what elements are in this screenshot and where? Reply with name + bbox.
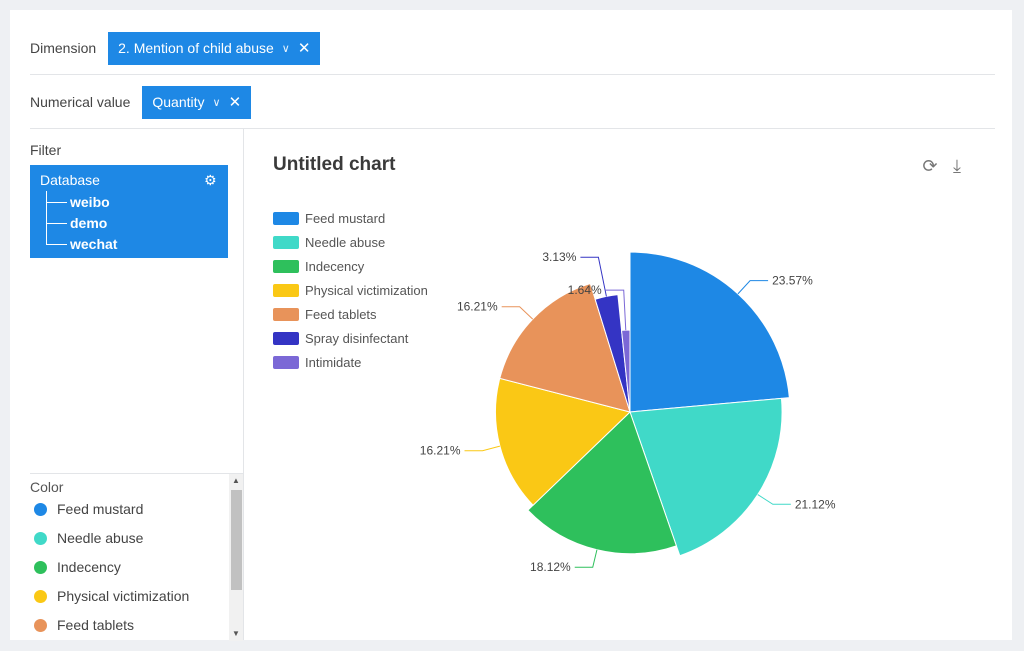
pie-data-label: 3.13% [542, 250, 576, 264]
legend-label: Spray disinfectant [305, 331, 409, 346]
legend-label: Feed mustard [305, 211, 386, 226]
pie-data-label: 23.57% [772, 274, 813, 288]
numerical-label: Numerical value [30, 94, 131, 110]
color-item[interactable]: Needle abuse [34, 530, 143, 546]
pie-slice[interactable] [629, 251, 790, 413]
legend-item[interactable]: Indecency [273, 259, 364, 274]
numerical-chip[interactable]: Quantity ∨ ✕ [142, 85, 252, 119]
chart-title: Untitled chart [273, 154, 396, 175]
chart-area: Untitled chart ⟳ ⤓ Feed mustard Needle ab… [244, 128, 995, 640]
pie-chart: 23.57% 21.12% 18.12% 16.21% 16.21% 3.13% 1.64% [420, 250, 836, 574]
pie-slice[interactable] [621, 329, 631, 413]
pie-slice[interactable] [594, 294, 631, 413]
legend-item[interactable]: Physical victimization [273, 283, 428, 298]
filter-tree[interactable]: Database ⚙ weibo demo wechat [30, 165, 228, 258]
filter-label: Filter [30, 142, 62, 158]
numerical-row: Numerical value Quantity ∨ ✕ [30, 76, 995, 129]
pie-data-label: 21.12% [795, 497, 836, 511]
legend-swatch [273, 212, 299, 225]
chevron-down-icon[interactable]: ∨ [212, 96, 221, 109]
color-dot [34, 502, 47, 516]
legend-item[interactable]: Feed mustard [273, 211, 385, 226]
pie-slice[interactable] [499, 282, 631, 413]
pie-leader-line [464, 445, 501, 452]
legend-label: Physical victimization [305, 283, 428, 298]
legend-swatch [273, 260, 299, 273]
dimension-row: Dimension 2. Mention of child abuse ∨ ✕ [30, 22, 995, 75]
tree-item-weibo[interactable]: weibo [46, 194, 110, 210]
legend-item[interactable]: Feed tablets [273, 307, 377, 322]
refresh-icon[interactable]: ⟳ [922, 156, 938, 176]
color-dot [34, 618, 47, 632]
pie-data-label: 1.64% [568, 283, 602, 297]
chevron-down-icon[interactable]: ∨ [281, 42, 290, 55]
tree-item-wechat[interactable]: wechat [46, 236, 117, 252]
pie-leader-line [605, 289, 627, 331]
color-panel: Color Feed mustard Needle abuse Indecenc… [30, 473, 243, 641]
legend-swatch [273, 236, 299, 249]
color-dot [34, 531, 47, 545]
color-item[interactable]: Indecency [34, 559, 121, 575]
pie-leader-line [757, 494, 791, 505]
tree-connector [46, 191, 47, 244]
color-item[interactable]: Physical victimization [34, 588, 189, 604]
close-icon[interactable]: ✕ [228, 94, 242, 111]
tree-item-demo[interactable]: demo [46, 215, 107, 231]
legend-label: Intimidate [305, 355, 362, 370]
gear-icon[interactable]: ⚙ [204, 172, 217, 188]
close-icon[interactable]: ✕ [297, 40, 311, 57]
tree-root-database[interactable]: Database [40, 172, 100, 188]
legend-label: Needle abuse [305, 235, 386, 250]
legend-item[interactable]: Needle abuse [273, 235, 385, 250]
pie-leader-line [737, 280, 769, 295]
scroll-thumb[interactable] [231, 490, 242, 590]
legend-swatch [273, 356, 299, 369]
color-dot [34, 589, 47, 603]
scroll-down-arrow-icon[interactable]: ▼ [232, 629, 240, 638]
legend-swatch [273, 284, 299, 297]
legend-label: Feed tablets [305, 307, 377, 322]
dimension-chip-label: 2. Mention of child abuse [118, 40, 274, 56]
color-panel-scrollbar[interactable]: ▲ ▼ [229, 474, 243, 641]
legend-item[interactable]: Intimidate [273, 355, 361, 370]
pie-data-label: 16.21% [420, 444, 461, 458]
left-sidebar: Filter Database ⚙ weibo demo wechat Colo… [30, 128, 244, 641]
color-item[interactable]: Feed mustard [34, 501, 143, 517]
color-panel-title: Color [30, 479, 64, 495]
dimension-label: Dimension [30, 40, 97, 56]
numerical-chip-label: Quantity [152, 94, 205, 110]
pie-leader-line [580, 256, 607, 297]
pie-slice[interactable] [527, 411, 678, 555]
main-panel: Dimension 2. Mention of child abuse ∨ ✕ … [10, 10, 1012, 641]
legend-label: Indecency [305, 259, 365, 274]
color-dot [34, 560, 47, 574]
pie-data-label: 18.12% [530, 560, 571, 574]
legend-item[interactable]: Spray disinfectant [273, 331, 408, 346]
legend-swatch [273, 332, 299, 345]
dimension-chip[interactable]: 2. Mention of child abuse ∨ ✕ [108, 31, 321, 65]
legend-swatch [273, 308, 299, 321]
pie-data-label: 16.21% [457, 300, 498, 314]
pie-leader-line [501, 306, 534, 320]
pie-leader-line [574, 549, 598, 568]
color-item[interactable]: Feed tablets [34, 617, 134, 633]
scroll-up-arrow-icon[interactable]: ▲ [232, 476, 240, 485]
download-icon[interactable]: ⤓ [953, 156, 961, 176]
pie-slice[interactable] [495, 377, 631, 506]
